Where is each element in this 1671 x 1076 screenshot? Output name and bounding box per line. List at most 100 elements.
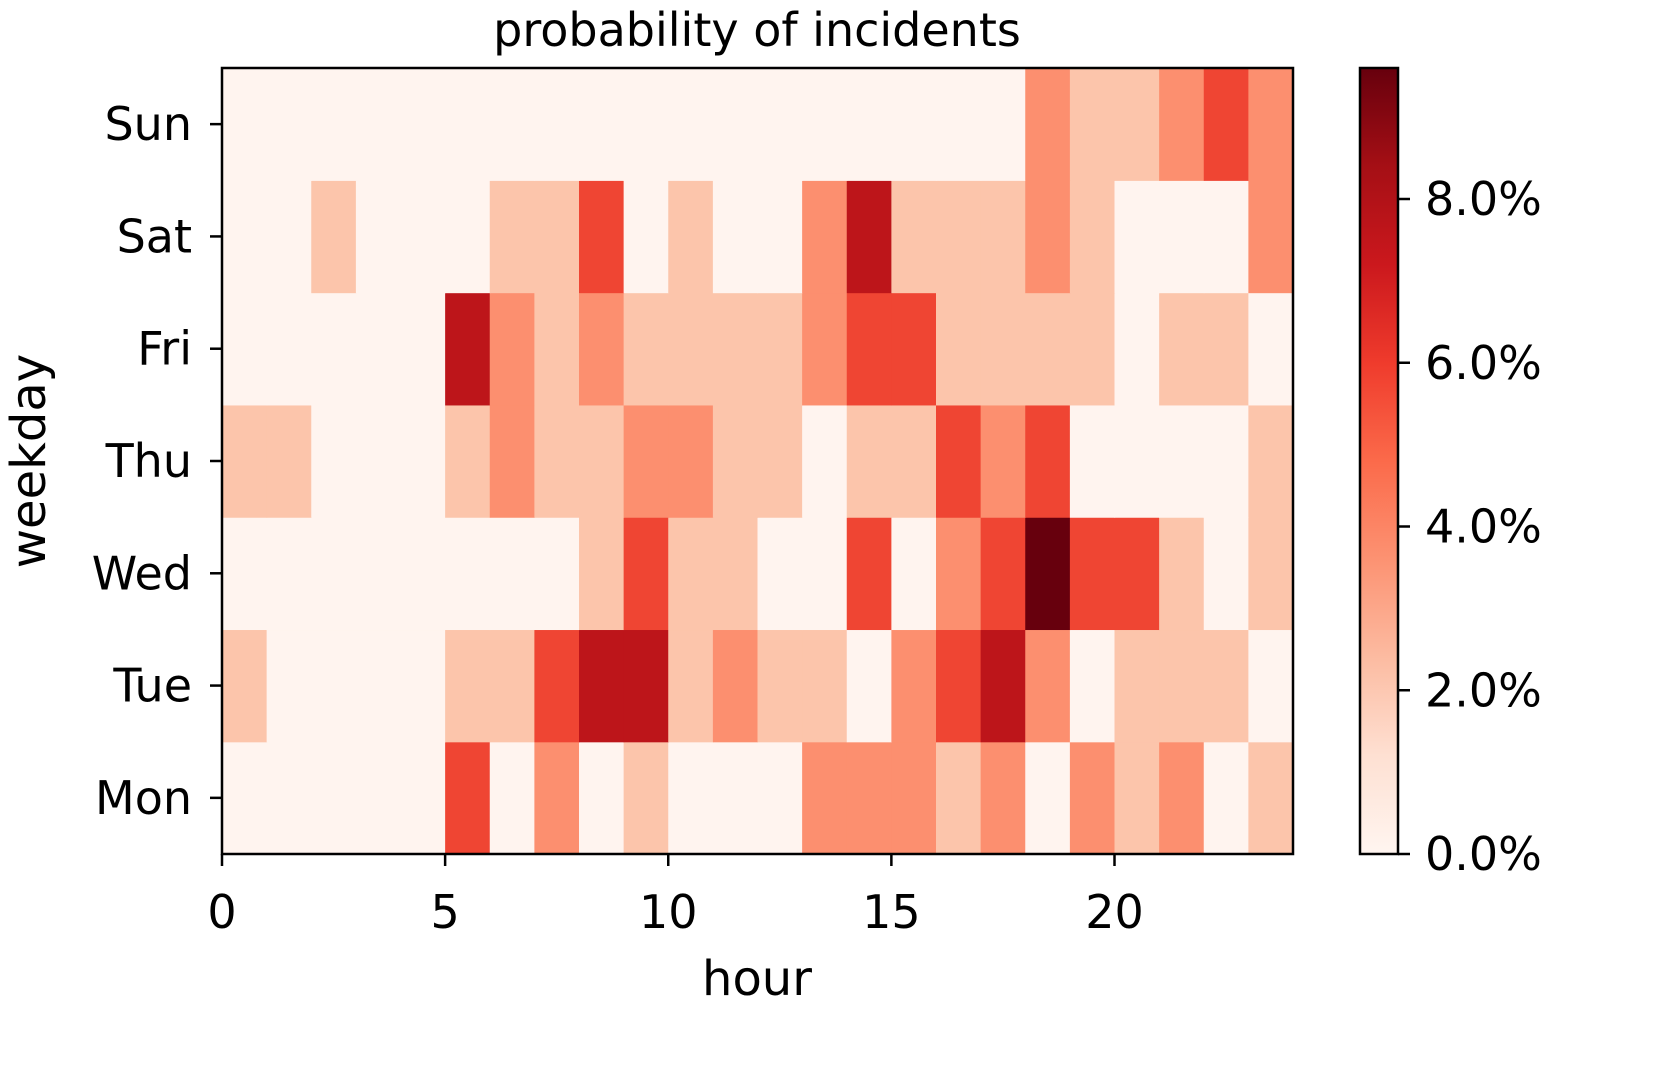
heatmap-cell [1203,741,1249,855]
heatmap-cell [1025,68,1071,181]
heatmap-cell [1248,629,1294,743]
heatmap-cell [222,517,268,631]
heatmap-cell [980,180,1026,294]
heatmap-cell [355,629,402,743]
heatmap-cell [668,741,714,855]
heatmap-cell [623,629,669,743]
heatmap-cell [623,404,669,518]
y-tick-label: Fri [137,322,192,376]
heatmap-cell [579,517,625,631]
y-tick-label: Wed [92,546,192,600]
y-tick-label: Sat [117,209,192,263]
heatmap-cell [266,180,312,294]
heatmap-cell [891,180,937,294]
heatmap-cell [489,517,535,631]
heatmap-cell [579,741,625,855]
heatmap-cell [1069,404,1116,518]
heatmap-cell [311,292,357,406]
heatmap-cell [891,404,937,518]
heatmap-cell [757,404,803,518]
heatmap-cell [266,404,312,518]
heatmap-cell [936,741,982,855]
heatmap-cell [579,180,625,294]
heatmap-cell [445,292,491,406]
heatmap-cell [266,292,312,406]
heatmap-cell [1069,741,1116,855]
heatmap-cell [980,629,1026,743]
heatmap-cell [891,292,937,406]
heatmap-cell [579,404,625,518]
heatmap-cell [1248,741,1294,855]
heatmap-cell [980,68,1026,181]
heatmap-cell [757,741,803,855]
heatmap-cell [936,68,982,181]
heatmap-cell [757,68,803,181]
x-tick-label: 20 [1085,885,1144,939]
heatmap-cell [712,404,759,518]
heatmap-cell [891,741,937,855]
heatmap-cell [623,741,669,855]
y-tick-label: Mon [95,771,192,825]
heatmap-cell [534,741,580,855]
heatmap-cells [222,68,1294,855]
heatmap-cell [1114,68,1160,181]
colorbar-gradient [1360,68,1398,854]
heatmap-cell [445,629,491,743]
heatmap-cell [445,741,491,855]
heatmap-cell [936,404,982,518]
heatmap-cell [355,517,402,631]
heatmap-cell [400,629,446,743]
heatmap-cell [980,292,1026,406]
y-axis-label: weekday [1,354,57,568]
heatmap-cell [534,629,580,743]
heatmap-cell [266,68,312,181]
heatmap-cell [1025,180,1071,294]
heatmap-cell [846,68,892,181]
heatmap-cell [400,517,446,631]
heatmap-cell [489,180,535,294]
x-axis-ticks: 0 5 10 15 20 [207,854,1144,939]
heatmap-cell [1248,517,1294,631]
y-tick-label: Sun [104,97,192,151]
heatmap-cell [623,180,669,294]
heatmap-cell [266,517,312,631]
heatmap-cell [712,180,759,294]
heatmap-cell [445,517,491,631]
heatmap-cell [712,741,759,855]
heatmap-cell [355,292,402,406]
heatmap-cell [623,517,669,631]
heatmap-cell [1069,68,1116,181]
heatmap-cell [1159,741,1205,855]
colorbar-tick-label: 0.0% [1425,827,1542,881]
heatmap-cell [311,68,357,181]
heatmap-cell [668,180,714,294]
heatmap-cell [222,180,268,294]
heatmap-cell [1114,517,1160,631]
heatmap-cell [489,404,535,518]
heatmap-cell [1248,68,1294,181]
heatmap-cell [1114,741,1160,855]
heatmap-cell [311,517,357,631]
heatmap-cell [802,180,848,294]
heatmap-cell [579,292,625,406]
heatmap-cell [1114,292,1160,406]
heatmap-cell [1114,404,1160,518]
heatmap-cell [489,68,535,181]
heatmap-cell [355,741,402,855]
heatmap-cell [668,629,714,743]
heatmap-cell [891,517,937,631]
heatmap-cell [980,741,1026,855]
colorbar-ticks: 0.0% 2.0% 4.0% 6.0% 8.0% [1398,172,1542,881]
heatmap-cell [355,180,402,294]
heatmap-cell [802,517,848,631]
colorbar-tick-label: 2.0% [1425,663,1542,717]
heatmap-cell [1159,180,1205,294]
heatmap-cell [1203,404,1249,518]
x-tick-label: 0 [207,885,236,939]
heatmap-cell [1114,180,1160,294]
heatmap-cell [712,292,759,406]
heatmap-cell [846,741,892,855]
heatmap-cell [1159,404,1205,518]
heatmap-cell [757,292,803,406]
